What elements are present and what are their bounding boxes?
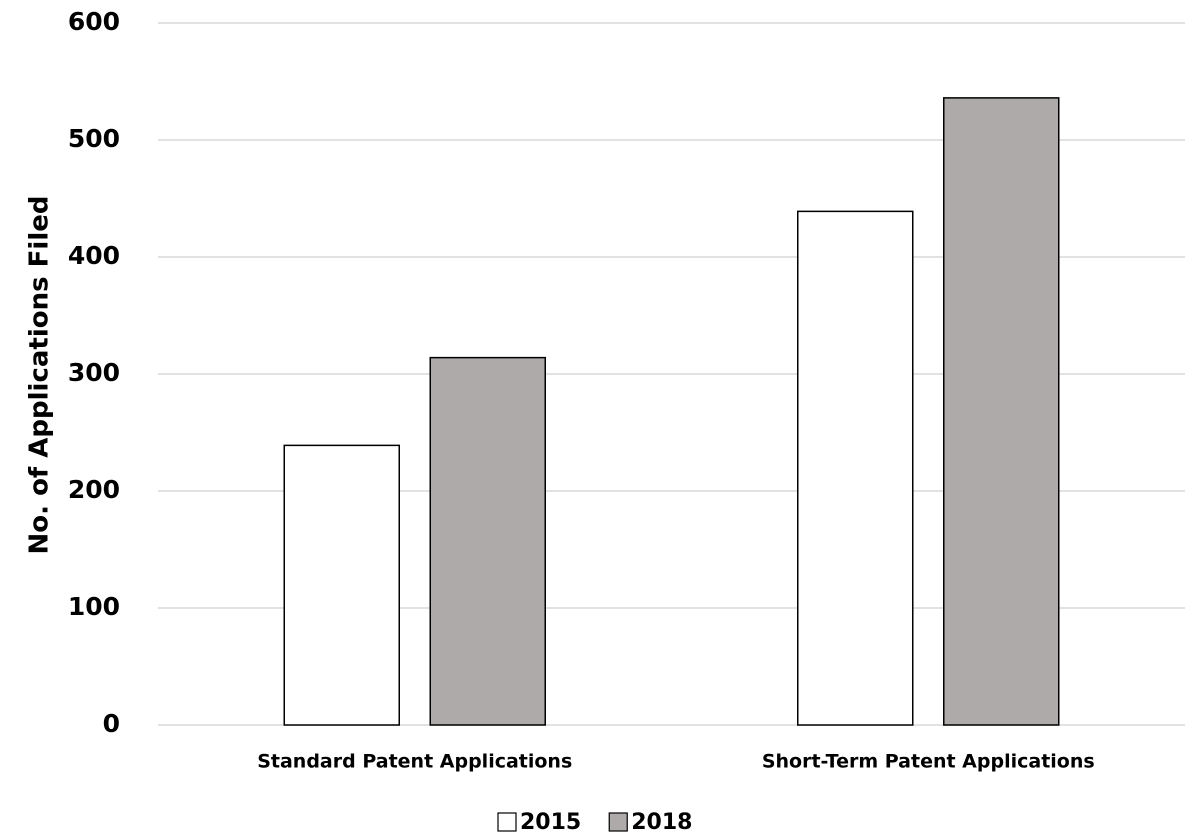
y-axis-label: No. of Applications Filed [25, 196, 55, 555]
y-tick-label: 200 [68, 475, 120, 504]
y-tick-label: 500 [68, 124, 120, 153]
bar [283, 444, 400, 726]
legend-label: 2018 [631, 810, 692, 833]
bar [943, 97, 1060, 726]
legend-swatch [497, 812, 517, 832]
legend-swatch [608, 812, 628, 832]
bar [797, 210, 914, 726]
bar [429, 356, 546, 726]
x-tick-label: Short-Term Patent Applications [762, 751, 1095, 773]
y-tick-label: 300 [68, 358, 120, 387]
legend-label: 2015 [520, 810, 581, 833]
y-tick-label: 400 [68, 241, 120, 270]
y-tick-label: 600 [68, 7, 120, 36]
y-tick-label: 0 [103, 709, 120, 738]
y-tick-label: 100 [68, 592, 120, 621]
x-tick-label: Standard Patent Applications [257, 751, 572, 773]
